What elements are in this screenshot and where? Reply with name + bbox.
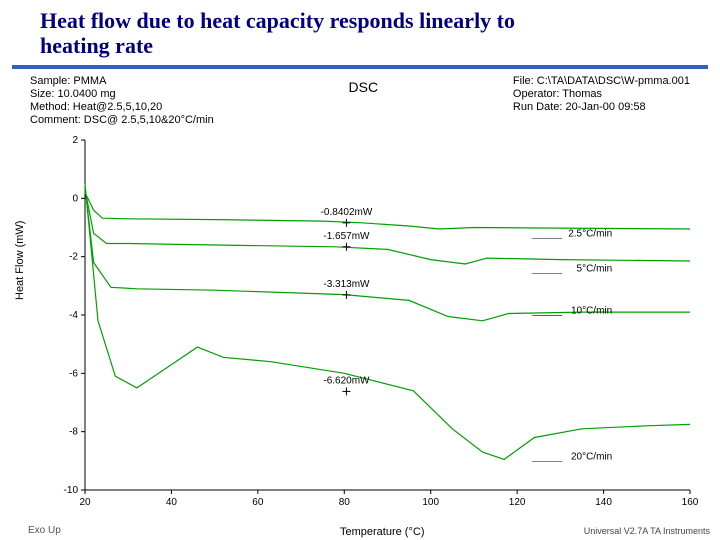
plot-svg: 20-2-4-6-8-10204060801001201401602.5°C/m…: [50, 130, 700, 520]
metadata-row: Sample: PMMA Size: 10.0400 mg Method: He…: [0, 69, 720, 128]
meta-size: Size: 10.0400 mg: [30, 88, 214, 101]
slide-title: Heat flow due to heat capacity responds …: [0, 0, 720, 63]
svg-text:2.5°C/min: 2.5°C/min: [568, 228, 612, 239]
meta-run-date: Run Date: 20-Jan-00 09:58: [513, 101, 690, 114]
svg-text:-4: -4: [69, 310, 78, 321]
svg-text:80: 80: [339, 497, 351, 508]
svg-text:160: 160: [682, 497, 699, 508]
meta-sample: Sample: PMMA: [30, 75, 214, 88]
svg-text:-2: -2: [69, 252, 78, 263]
svg-text:-8: -8: [69, 427, 78, 438]
svg-text:2: 2: [72, 135, 78, 146]
svg-text:0: 0: [72, 193, 78, 204]
meta-left: Sample: PMMA Size: 10.0400 mg Method: He…: [30, 75, 214, 128]
svg-text:60: 60: [252, 497, 264, 508]
svg-text:-6.620mW: -6.620mW: [323, 375, 370, 386]
title-line2: heating rate: [40, 33, 720, 58]
svg-text:140: 140: [595, 497, 612, 508]
dsc-plot: 20-2-4-6-8-10204060801001201401602.5°C/m…: [50, 130, 700, 520]
svg-text:-1.657mW: -1.657mW: [323, 231, 370, 242]
svg-text:10°C/min: 10°C/min: [571, 306, 612, 317]
meta-file: File: C:\TA\DATA\DSC\W-pmma.001: [513, 75, 690, 88]
svg-text:5°C/min: 5°C/min: [577, 263, 613, 274]
svg-text:-0.8402mW: -0.8402mW: [321, 207, 373, 218]
meta-method: Method: Heat@2.5,5,10,20: [30, 101, 214, 114]
svg-text:20: 20: [79, 497, 91, 508]
y-axis-label: Heat Flow (mW): [14, 221, 26, 300]
meta-comment: Comment: DSC@ 2.5,5,10&20°C/min: [30, 114, 214, 127]
title-line1: Heat flow due to heat capacity responds …: [40, 8, 720, 33]
svg-text:20°C/min: 20°C/min: [571, 451, 612, 462]
svg-text:-6: -6: [69, 368, 78, 379]
footer-left: Exo Up: [28, 525, 61, 536]
svg-text:100: 100: [422, 497, 439, 508]
meta-operator: Operator: Thomas: [513, 88, 690, 101]
svg-text:-10: -10: [64, 485, 79, 496]
svg-text:-3.313mW: -3.313mW: [323, 279, 370, 290]
meta-right: File: C:\TA\DATA\DSC\W-pmma.001 Operator…: [513, 75, 690, 128]
svg-text:40: 40: [166, 497, 178, 508]
meta-center: DSC: [349, 75, 379, 128]
svg-text:120: 120: [509, 497, 526, 508]
footer-right: Universal V2.7A TA Instruments: [584, 526, 710, 536]
x-axis-label: Temperature (°C): [340, 526, 424, 538]
